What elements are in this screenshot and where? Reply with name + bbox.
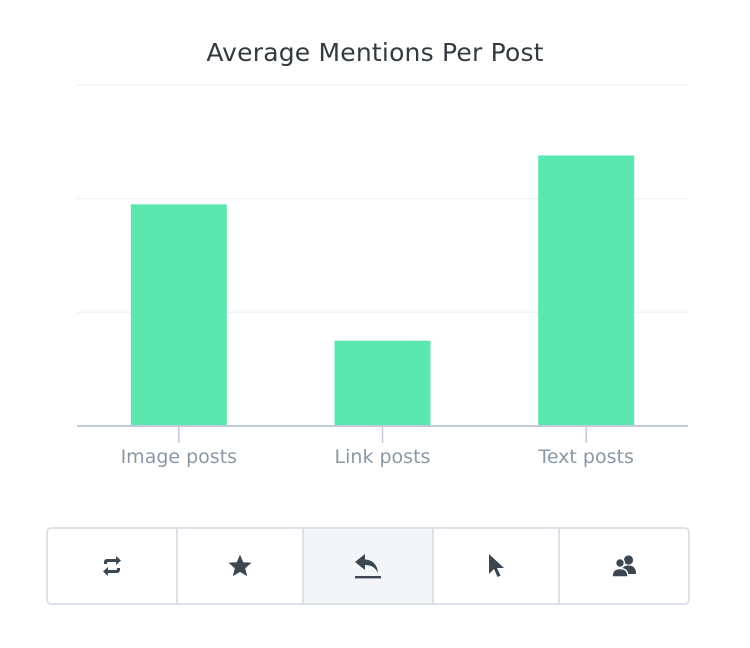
star-icon: [227, 553, 253, 579]
retweet-icon: [99, 555, 125, 577]
bar-link-posts[interactable]: [334, 340, 431, 426]
users-icon: [610, 554, 638, 578]
x-tick-labels: Image posts Link posts Text posts: [121, 446, 634, 468]
cursor-icon: [486, 552, 506, 580]
chart-title: Average Mentions Per Post: [206, 38, 544, 67]
favorites-button[interactable]: [178, 529, 304, 603]
replies-button[interactable]: [304, 529, 434, 603]
x-tick-label: Image posts: [121, 446, 237, 468]
bar-text-posts[interactable]: [538, 155, 635, 426]
x-tick-label: Text posts: [537, 446, 633, 468]
x-tick-label: Link posts: [335, 446, 431, 468]
bar-image-posts[interactable]: [130, 204, 227, 426]
mentions-button[interactable]: [560, 529, 688, 603]
clicks-button[interactable]: [434, 529, 560, 603]
retweets-button[interactable]: [48, 529, 178, 603]
reply-icon: [353, 552, 383, 580]
bars: [130, 155, 635, 426]
bar-chart: Image posts Link posts Text posts: [77, 84, 688, 468]
metric-toolbar: [46, 527, 690, 605]
x-ticks: [178, 426, 587, 443]
